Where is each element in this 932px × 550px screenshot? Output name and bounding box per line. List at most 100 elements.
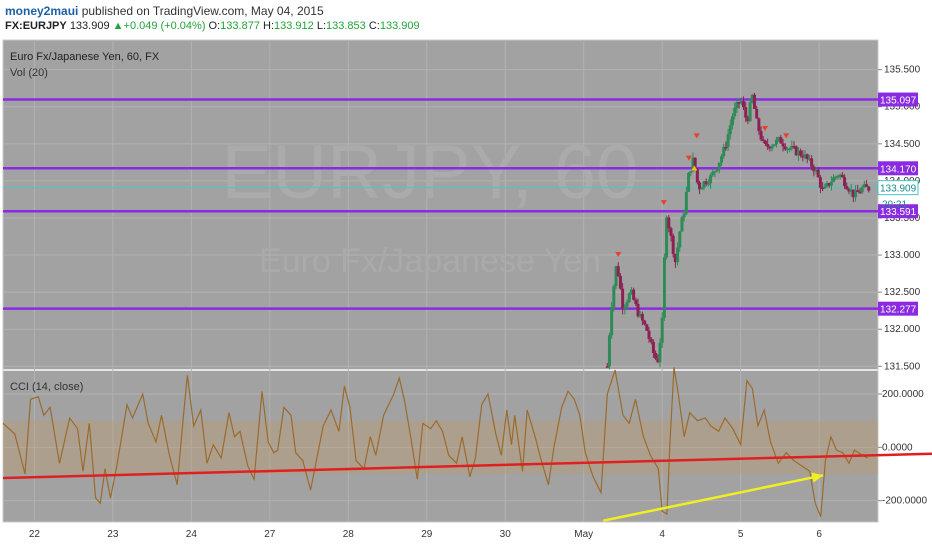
candle-body [645,324,649,331]
candle-body [616,266,620,276]
author-link[interactable]: money2maui [5,4,79,18]
time-tick-label: 24 [186,529,198,540]
candle-body [621,288,625,309]
price-tick-label: 135.000 [884,102,921,113]
candle-body [731,116,735,126]
candle-body [796,150,800,156]
price-tick-label: 134.500 [884,139,921,150]
candle-body [856,190,860,192]
candle-body [660,317,664,343]
yellow-arrow-shaft[interactable] [603,474,824,522]
candle-body [845,186,849,190]
level-price-badge [878,301,918,316]
candle-body [647,330,651,339]
candle-body [709,175,713,184]
chart-border [2,39,879,523]
candle-body [720,156,724,163]
price-tick-label: 133.500 [884,213,921,224]
candle-body [829,181,833,186]
level-price-text: 135.097 [880,96,917,107]
close-value: 133.909 [379,20,420,32]
candle-body [843,177,847,187]
last-price-label: 133.909 [880,184,917,195]
time-axis [3,522,878,544]
sell-signal-marker [761,125,768,131]
candle-body [816,169,820,178]
bar-countdown-label: 20:21 [882,200,907,211]
sell-signal-marker [685,155,692,161]
cci-line [2,367,869,517]
candle-body [766,143,770,147]
candle-body [840,174,844,178]
candle-body [669,228,673,236]
signal-markers [615,125,790,258]
high-label: H: [263,20,274,32]
time-tick-label: 30 [500,529,512,540]
candle-body [726,134,730,147]
price-pane[interactable] [3,40,878,370]
grid [3,40,878,522]
open-value: 133.877 [220,20,260,32]
candle-body [854,190,858,198]
cci-band [3,420,878,474]
price-axis [878,40,932,522]
candle-body [810,158,814,167]
candle-body [671,235,675,255]
candle-body [623,306,627,309]
candle-body [752,94,756,109]
watermark-name: Euro Fx/Japanese Yen [259,242,601,280]
annotation-arrow[interactable] [603,472,824,522]
price-tick-label: 131.500 [884,361,921,372]
candle-body [695,168,699,183]
candle-body [640,313,644,321]
trendline[interactable] [2,451,932,480]
candle-body [788,148,792,150]
candle-body [792,146,796,148]
candle-body [713,171,717,173]
candle-body [691,157,695,172]
time-tick-label: May [574,529,593,540]
candle-body [862,184,866,188]
sell-signal-marker [615,252,622,258]
cci-tick-label: -200.0000 [882,496,927,507]
cci-tick-label: 0.0000 [882,442,913,453]
time-tick-label: 4 [659,529,665,540]
candle-body [825,183,829,187]
axis-corner [878,522,932,544]
candle-body [772,144,776,147]
red-trendline[interactable] [2,451,932,480]
candle-body [614,266,618,287]
price-tick-label: 133.000 [884,250,921,261]
time-tick-label: 22 [29,529,41,540]
sell-signal-marker [660,200,667,206]
high-value: 133.912 [274,20,314,32]
candle-body [724,146,728,149]
candle-body [656,358,660,363]
candle-body [849,189,853,192]
low-label: L: [316,20,327,32]
candle-body [748,102,752,122]
candle-body [777,137,781,140]
candle-body [665,217,669,258]
candle-body [627,293,631,303]
low-value: 133.853 [326,20,366,32]
support-resistance-levels[interactable] [3,98,878,310]
cci-overbought-oversold-band [3,420,878,474]
candle-body [676,247,680,263]
yellow-arrow-head[interactable] [811,472,824,483]
candle-body [741,101,745,108]
candle-body [832,177,836,182]
candle-body [803,154,807,158]
candle-body [785,148,789,151]
candle-body [801,155,805,158]
level-price-text: 134.170 [880,164,917,175]
candle-body [763,140,767,144]
candle-body [768,146,772,149]
candle-body [860,187,864,193]
time-tick-label: 6 [816,529,822,540]
candle-body [722,146,726,157]
cci-pane[interactable] [3,370,878,522]
candle-body [610,306,614,336]
candle-body [704,181,708,184]
